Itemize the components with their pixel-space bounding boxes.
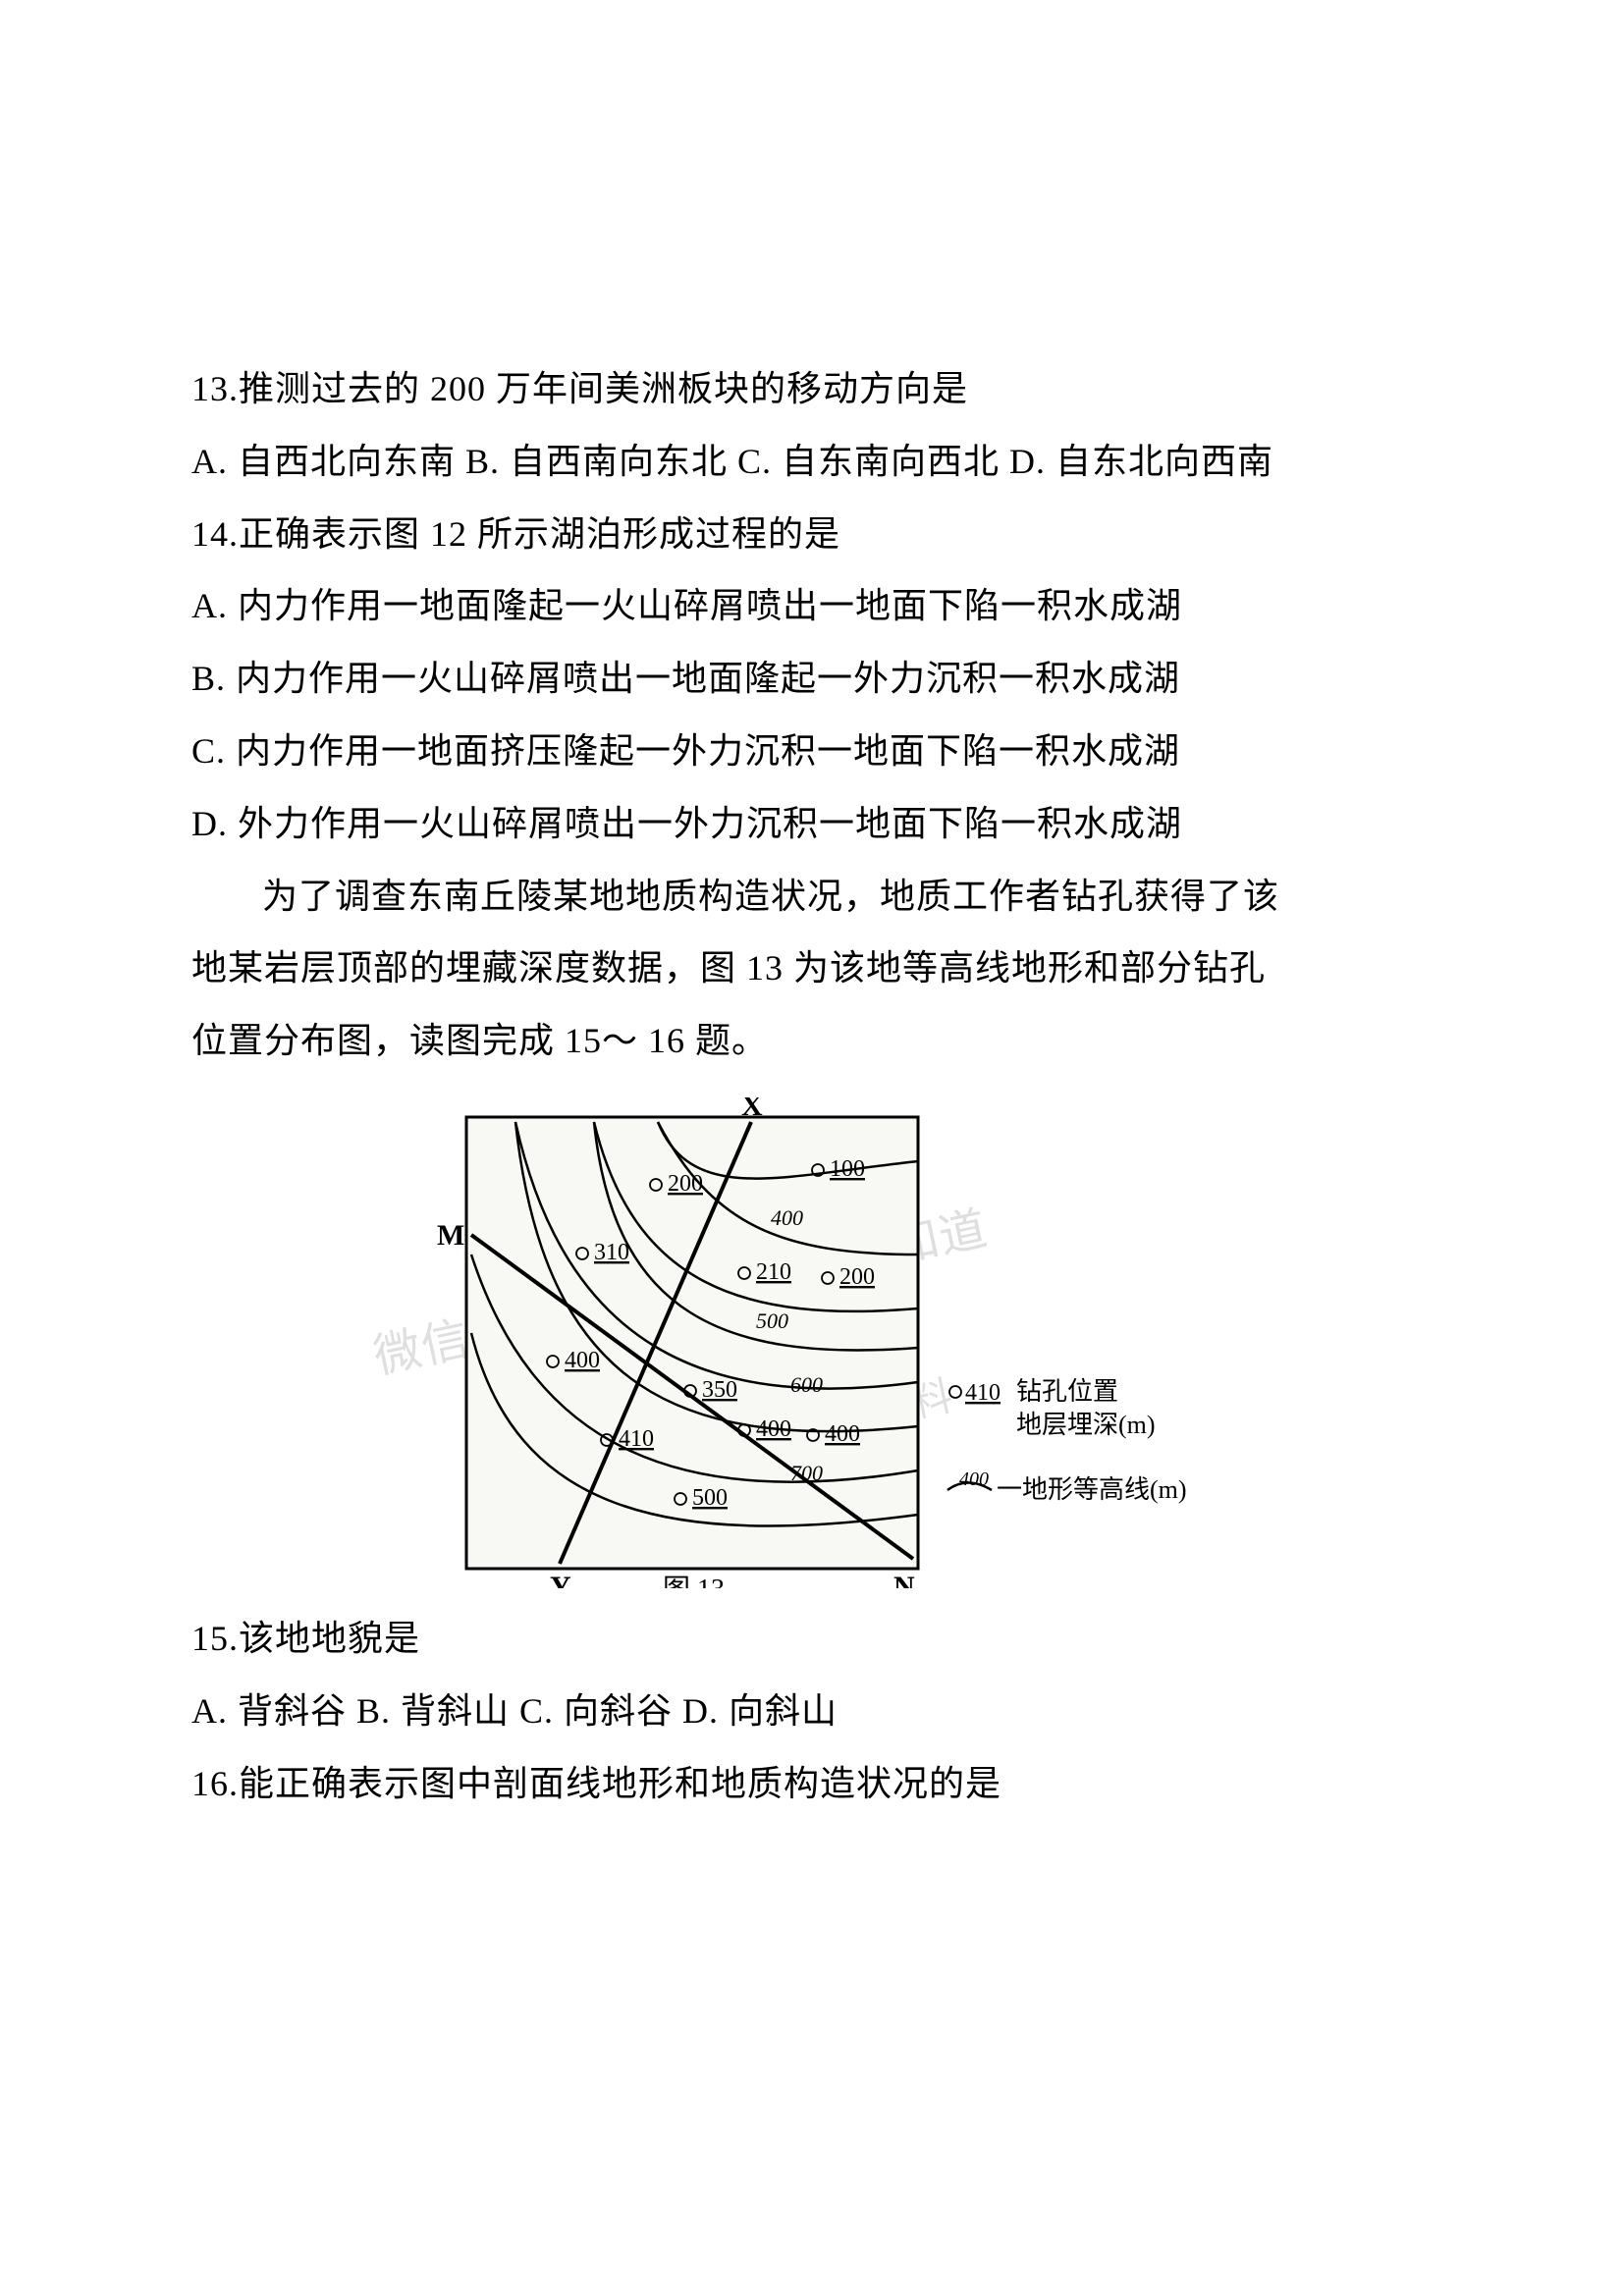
svg-text:350: 350	[702, 1377, 737, 1403]
q15-opt-c: C. 向斜谷	[519, 1691, 673, 1731]
figure-container: 400 500 600 700 100 200 310 210 200 400 350 410 400 4…	[191, 1097, 1429, 1593]
svg-text:400: 400	[959, 1468, 989, 1490]
q13-body: 推测过去的 200 万年间美洲板块的移动方向是	[239, 369, 968, 408]
q16-body: 能正确表示图中剖面线地形和地质构造状况的是	[239, 1764, 1001, 1803]
q16-text: 16.能正确表示图中剖面线地形和地质构造状况的是	[191, 1748, 1429, 1821]
q14-opt-c-wrap: C. 内力作用一地面挤压隆起一外力沉积一地面下陷一积水成湖 微信搜索小程序：高考…	[191, 716, 1429, 788]
q14-text: 14.正确表示图 12 所示湖泊形成过程的是	[191, 499, 1429, 571]
svg-text:310: 310	[594, 1240, 629, 1265]
svg-text:210: 210	[756, 1259, 791, 1285]
passage-line1: 为了调查东南丘陵某地地质构造状况，地质工作者钻孔获得了该	[191, 861, 1429, 934]
q15-body: 该地地貌是	[239, 1619, 420, 1658]
q15-opt-b: B. 背斜山	[356, 1691, 510, 1731]
q14-body: 正确表示图 12 所示湖泊形成过程的是	[239, 514, 840, 554]
svg-text:钻孔位置: 钻孔位置	[1016, 1377, 1118, 1406]
svg-text:410: 410	[965, 1380, 1001, 1406]
q13-options: A. 自西北向东南 B. 自西南向东北 C. 自东南向西北 D. 自东北向西南	[191, 426, 1429, 499]
passage-line3: 位置分布图，读图完成 15～ 16 题。	[191, 1005, 1429, 1078]
q13-number: 13.	[191, 369, 239, 408]
figure-13: 400 500 600 700 100 200 310 210 200 400 350 410 400 4…	[368, 1097, 1252, 1588]
svg-text:图 13: 图 13	[663, 1575, 725, 1588]
q14-opt-c: C. 内力作用一地面挤压隆起一外力沉积一地面下陷一积水成湖	[191, 731, 1180, 771]
svg-text:400: 400	[825, 1421, 860, 1447]
svg-text:N: N	[893, 1571, 915, 1588]
svg-text:100: 100	[830, 1156, 865, 1182]
svg-text:400: 400	[756, 1416, 791, 1442]
svg-text:410: 410	[619, 1426, 654, 1452]
svg-text:600: 600	[790, 1372, 823, 1397]
q13-opt-b: B. 自西南向东北	[465, 442, 728, 481]
q14-opt-d-wrap: D. 外力作用一火山碎屑喷出一外力沉积一地面下陷一积水成湖 第一时间获取最新资料	[191, 788, 1429, 861]
svg-text:200: 200	[668, 1171, 703, 1197]
svg-text:400: 400	[565, 1348, 600, 1373]
svg-text:500: 500	[756, 1308, 788, 1333]
q13-text: 13.推测过去的 200 万年间美洲板块的移动方向是	[191, 353, 1429, 426]
svg-text:400: 400	[771, 1205, 803, 1230]
svg-text:地层埋深(m): 地层埋深(m)	[1016, 1411, 1156, 1439]
q13-opt-a: A. 自西北向东南	[191, 442, 456, 481]
svg-text:M: M	[437, 1219, 464, 1252]
svg-text:700: 700	[790, 1461, 823, 1485]
q15-text: 15.该地地貌是	[191, 1603, 1429, 1676]
q14-number: 14.	[191, 514, 239, 554]
document-content: 13.推测过去的 200 万年间美洲板块的移动方向是 A. 自西北向东南 B. …	[191, 353, 1429, 1820]
q13-opt-d: D. 自东北向西南	[1009, 442, 1273, 481]
svg-text:200: 200	[839, 1264, 875, 1290]
passage-line2: 地某岩层顶部的埋藏深度数据，图 13 为该地等高线地形和部分钻孔	[191, 933, 1429, 1005]
svg-text:500: 500	[692, 1485, 728, 1511]
q16-number: 16.	[191, 1764, 239, 1803]
q15-number: 15.	[191, 1619, 239, 1658]
q14-opt-a: A. 内力作用一地面隆起一火山碎屑喷出一地面下陷一积水成湖	[191, 570, 1429, 643]
svg-text:一地形等高线(m): 一地形等高线(m)	[997, 1475, 1187, 1504]
svg-text:Y: Y	[550, 1571, 571, 1588]
q15-opt-a: A. 背斜谷	[191, 1691, 347, 1731]
svg-text:X: X	[741, 1097, 763, 1122]
q14-opt-b: B. 内力作用一火山碎屑喷出一地面隆起一外力沉积一积水成湖	[191, 643, 1429, 716]
figure-svg: 400 500 600 700 100 200 310 210 200 400 350 410 400 4…	[368, 1097, 1252, 1588]
q15-options: A. 背斜谷 B. 背斜山 C. 向斜谷 D. 向斜山	[191, 1676, 1429, 1748]
q14-opt-d: D. 外力作用一火山碎屑喷出一外力沉积一地面下陷一积水成湖	[191, 804, 1182, 843]
q15-opt-d: D. 向斜山	[682, 1691, 838, 1731]
q13-opt-c: C. 自东南向西北	[737, 442, 1000, 481]
